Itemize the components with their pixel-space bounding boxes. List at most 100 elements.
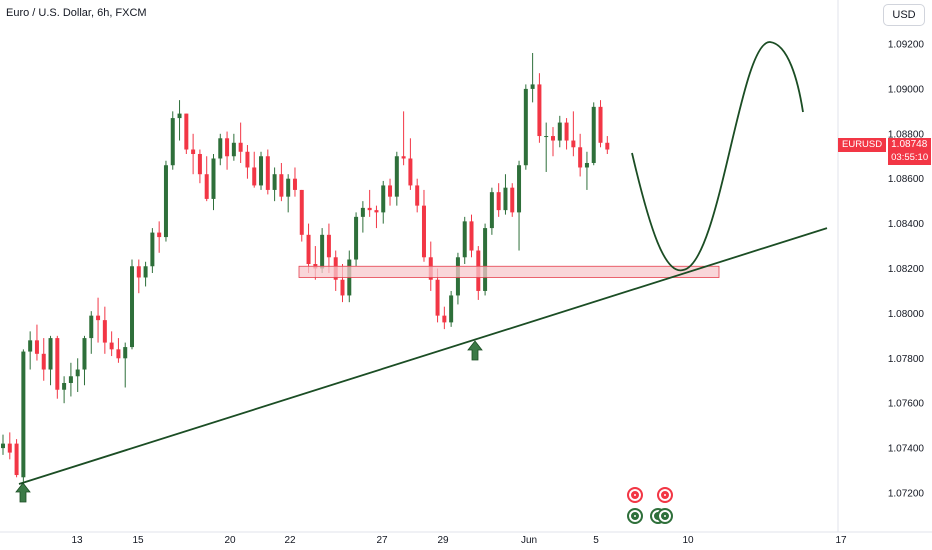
candle-body xyxy=(564,122,569,141)
candle-body xyxy=(191,149,196,155)
candle-body xyxy=(75,369,80,377)
candle-body xyxy=(435,279,440,316)
time-tick-label: 20 xyxy=(224,535,236,546)
candle-body xyxy=(523,88,528,166)
current-price-label: EURUSD 1.08748 03:55:10 xyxy=(838,138,932,165)
candle-body xyxy=(252,167,257,186)
current-price: 1.08748 xyxy=(891,139,928,150)
candle-body xyxy=(571,140,576,148)
candle-body xyxy=(591,106,596,163)
price-tick-label: 1.09200 xyxy=(888,40,925,51)
candle-body xyxy=(449,295,454,323)
candle-body xyxy=(62,382,67,390)
candle-body xyxy=(184,113,189,150)
candle-body xyxy=(510,187,515,213)
time-tick-label: 27 xyxy=(376,535,388,546)
price-tick-label: 1.09000 xyxy=(888,84,925,95)
candle-body xyxy=(388,185,393,197)
candle-body xyxy=(517,165,522,213)
candle-body xyxy=(299,189,304,235)
price-tick-label: 1.08400 xyxy=(888,219,925,230)
candle-body xyxy=(68,376,73,383)
candle-body xyxy=(177,113,182,119)
candle-body xyxy=(584,162,589,168)
candle-body xyxy=(360,207,365,217)
eu-flag-event-icon-3[interactable] xyxy=(657,508,673,524)
price-axis: 1.09200 1.09000 1.08800 1.08600 1.08400 1.082… xyxy=(837,0,925,532)
price-tick-label: 1.08000 xyxy=(888,309,925,320)
candle-body xyxy=(550,136,555,141)
candle-body xyxy=(578,147,583,168)
candle-body xyxy=(605,142,610,150)
candle-body xyxy=(259,156,264,186)
candle-body xyxy=(401,156,406,159)
time-axis: 13 15 20 22 27 29 Jun 5 10 17 xyxy=(0,531,932,546)
time-tick-label: 17 xyxy=(835,535,847,546)
candle-body xyxy=(48,338,53,370)
candle-body xyxy=(143,266,148,278)
candle-body xyxy=(483,228,488,291)
candle-body xyxy=(197,154,202,175)
price-tick-label: 1.08600 xyxy=(888,174,925,185)
candles-group xyxy=(1,52,610,482)
candle-body xyxy=(326,234,331,258)
time-tick-label: Jun xyxy=(521,535,537,546)
drawings-group xyxy=(15,41,828,503)
price-tick-label: 1.07600 xyxy=(888,399,925,410)
currency-button[interactable]: USD xyxy=(883,4,925,26)
candle-body xyxy=(367,207,372,211)
candle-body xyxy=(286,178,291,197)
candle-body xyxy=(123,347,128,359)
candle-body xyxy=(320,234,325,269)
time-tick-label: 10 xyxy=(682,535,694,546)
chart-title: Euro / U.S. Dollar, 6h, FXCM xyxy=(6,7,147,19)
candle-body xyxy=(170,118,175,166)
candle-body xyxy=(130,266,135,348)
symbol-badge: EURUSD xyxy=(838,138,887,152)
candle-body xyxy=(381,185,386,213)
eu-flag-event-icon[interactable] xyxy=(627,508,643,524)
price-tick-label: 1.07200 xyxy=(888,489,925,500)
candle-body xyxy=(354,216,359,260)
time-tick-label: 13 xyxy=(71,535,83,546)
candle-body xyxy=(292,178,297,190)
candle-body xyxy=(102,320,107,343)
lightning-event-icon[interactable] xyxy=(627,487,643,503)
candle-body xyxy=(306,234,311,265)
candle-body xyxy=(89,315,94,339)
trendline xyxy=(18,227,828,485)
bar-countdown: 03:55:10 xyxy=(891,152,929,163)
candle-body xyxy=(374,210,379,213)
support-zone xyxy=(298,265,720,278)
candle-body xyxy=(163,165,168,238)
candle-body xyxy=(157,232,162,238)
candle-body xyxy=(537,84,542,137)
candle-body xyxy=(7,443,12,453)
candle-body xyxy=(245,151,250,168)
price-tick-label: 1.08200 xyxy=(888,264,925,275)
candle-body xyxy=(462,221,467,258)
candle-body xyxy=(279,174,284,197)
candle-body xyxy=(150,232,155,267)
candle-body xyxy=(218,138,223,159)
candle-body xyxy=(489,192,494,229)
candle-body xyxy=(238,142,243,152)
time-tick-label: 5 xyxy=(593,535,599,546)
candle-body xyxy=(41,353,46,370)
candle-body xyxy=(225,138,230,157)
us-flag-event-icon[interactable] xyxy=(657,487,673,503)
candle-body xyxy=(21,351,26,478)
candle-body xyxy=(204,174,209,199)
price-tick-label: 1.07400 xyxy=(888,444,925,455)
price-tick-label: 1.07800 xyxy=(888,354,925,365)
candle-body xyxy=(394,156,399,197)
candle-body xyxy=(14,443,19,476)
candle-body xyxy=(340,279,345,296)
candle-body xyxy=(55,338,60,390)
candle-body xyxy=(109,342,114,350)
projected-path xyxy=(631,41,804,272)
candle-body xyxy=(265,156,270,190)
price-countdown-box: 1.08748 03:55:10 xyxy=(888,138,932,165)
candle-body xyxy=(1,443,5,449)
